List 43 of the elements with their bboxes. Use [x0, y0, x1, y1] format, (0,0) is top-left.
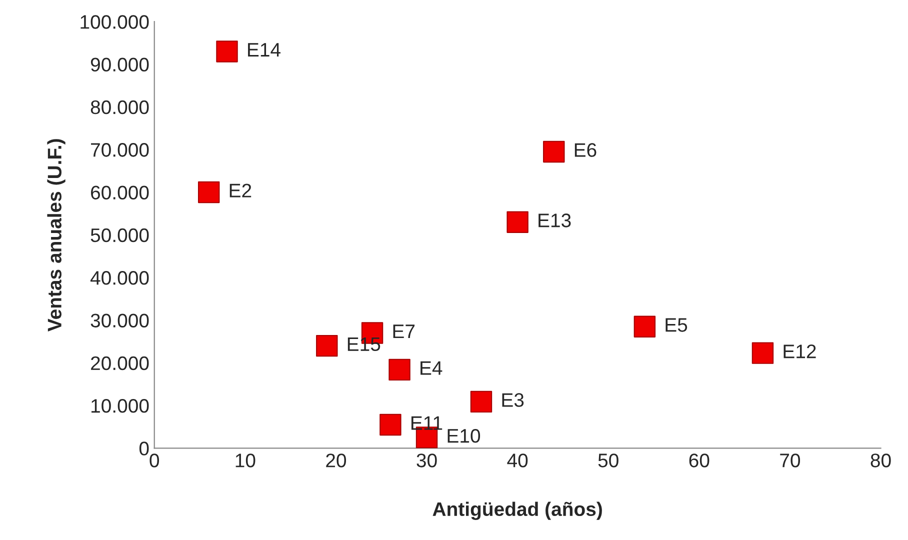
annotation: E2 — [230, 184, 252, 198]
y-tick-label: 50.000 — [90, 228, 149, 242]
point — [216, 40, 238, 62]
x-tick-label: 80 — [870, 454, 891, 468]
x-axis-title: Antigüedad (años) — [432, 502, 602, 520]
point — [506, 211, 528, 233]
annotation: E4 — [420, 361, 442, 375]
point — [470, 390, 492, 413]
point — [752, 342, 774, 364]
annotation: E6 — [574, 143, 596, 157]
point — [380, 414, 402, 436]
point — [388, 358, 410, 381]
y-tick-label: 30.000 — [90, 314, 149, 328]
x-tick-label: 30 — [416, 454, 437, 468]
point — [198, 181, 220, 204]
annotation: E3 — [502, 393, 524, 407]
y-tick-label: 80.000 — [90, 100, 149, 114]
y-axis-title: Ventas anuales (U.F.) — [47, 139, 66, 332]
annotation: E5 — [666, 318, 688, 332]
y-tick-label: 90.000 — [90, 58, 149, 72]
y-tick-label: 20.000 — [91, 356, 149, 370]
y-tick-label: 100.000 — [80, 15, 149, 29]
point — [634, 316, 656, 338]
x-tick-label: 60 — [689, 454, 710, 468]
x-tick-label: 40 — [507, 454, 528, 468]
x-tick-label: 50 — [598, 454, 618, 468]
annotation: E14 — [248, 43, 280, 56]
x-tick-label: 20 — [326, 454, 346, 468]
y-tick-label: 10.000 — [92, 399, 149, 413]
y-tick-label: 70.000 — [91, 143, 149, 157]
x-tick-label: 10 — [236, 454, 256, 468]
annotation: E13 — [538, 214, 571, 228]
y-tick-label: 40.000 — [90, 271, 149, 285]
point — [316, 334, 338, 357]
y-tick-label: 0 — [139, 442, 149, 456]
annotation: E7 — [393, 324, 415, 338]
x-tick-label: 0 — [150, 454, 160, 468]
annotation: E15 — [348, 337, 380, 352]
y-tick-label: 60.000 — [91, 186, 149, 200]
point — [543, 140, 565, 163]
annotation: E12 — [784, 344, 816, 358]
annotation: E10 — [448, 428, 480, 443]
x-tick-label: 70 — [780, 454, 800, 468]
